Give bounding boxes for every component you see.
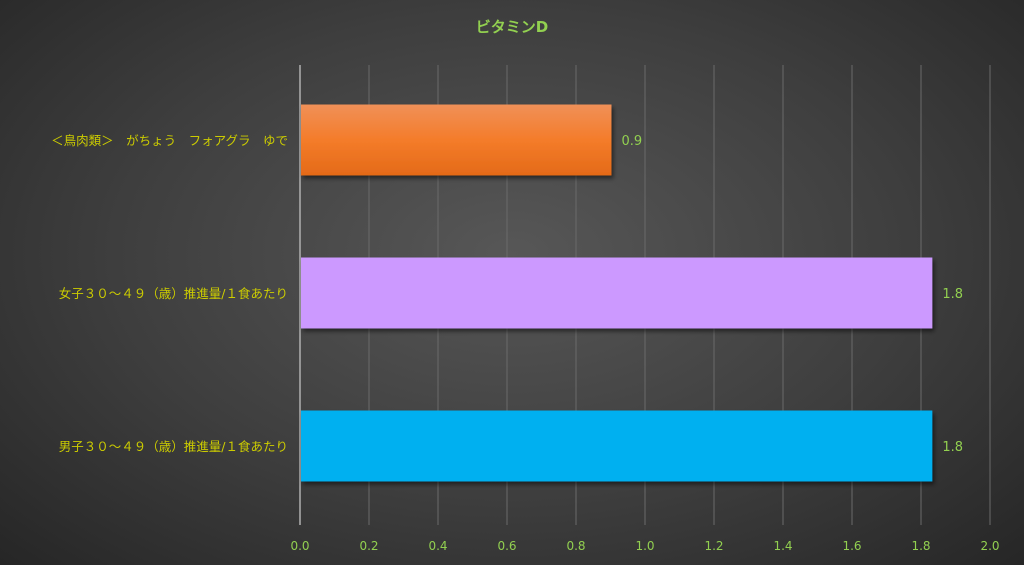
category-label: 男子３０～４９（歳）推進量/１食あたり bbox=[59, 439, 288, 454]
chart-title: ビタミンD bbox=[475, 18, 549, 36]
category-label: 女子３０～４９（歳）推進量/１食あたり bbox=[59, 286, 288, 301]
x-tick-label: 0.4 bbox=[428, 539, 447, 553]
x-tick-label: 1.8 bbox=[911, 539, 930, 553]
x-tick-label: 1.6 bbox=[842, 539, 861, 553]
x-tick-label: 0.0 bbox=[290, 539, 309, 553]
x-tick-label: 0.8 bbox=[566, 539, 585, 553]
x-tick-label: 0.6 bbox=[497, 539, 516, 553]
data-label: 0.9 bbox=[622, 134, 643, 149]
data-label: 1.8 bbox=[942, 440, 963, 455]
x-tick-label: 1.2 bbox=[704, 539, 723, 553]
x-tick-label: 0.2 bbox=[359, 539, 378, 553]
x-tick-label: 1.4 bbox=[773, 539, 792, 553]
bar bbox=[301, 104, 612, 176]
bar bbox=[301, 257, 933, 329]
data-label: 1.8 bbox=[942, 287, 963, 302]
x-tick-label: 2.0 bbox=[980, 539, 999, 553]
bar bbox=[301, 410, 933, 482]
x-tick-label: 1.0 bbox=[635, 539, 654, 553]
category-label: ＜鳥肉類＞ がちょう フォアグラ ゆで bbox=[51, 133, 288, 148]
